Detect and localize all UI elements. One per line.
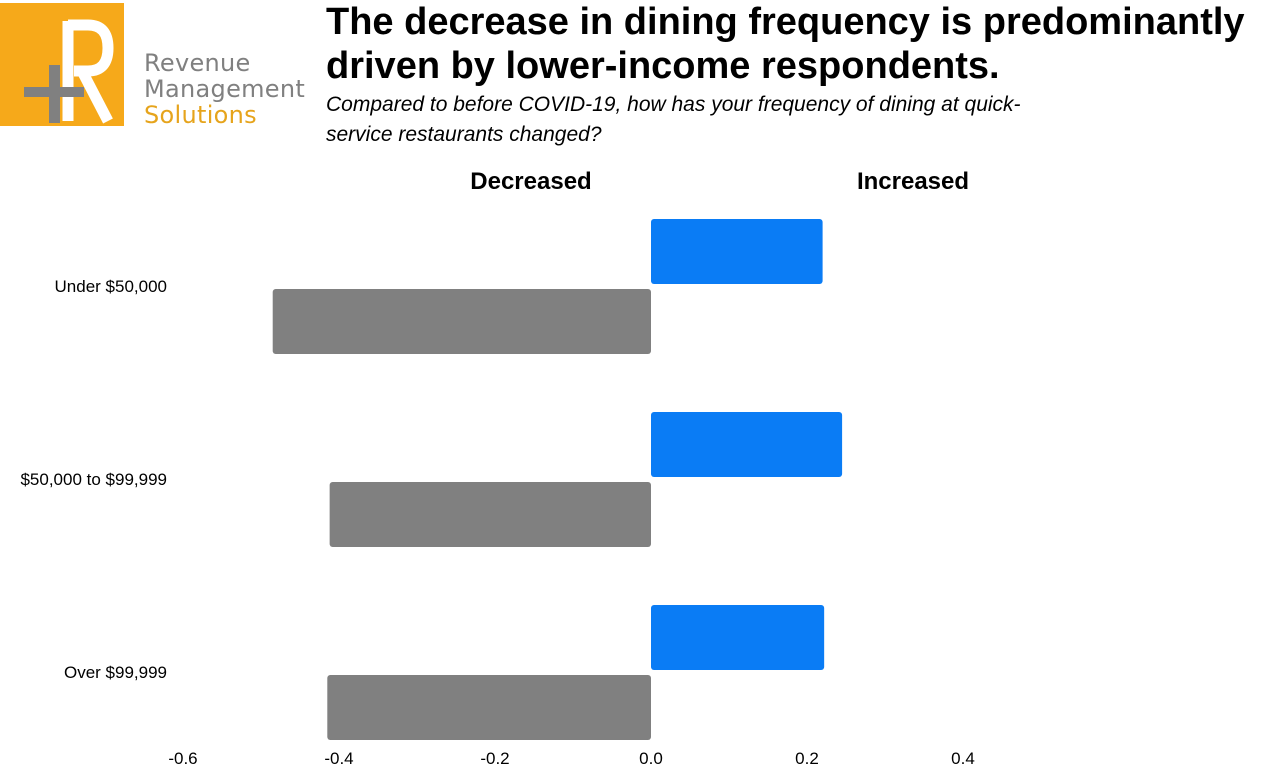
rplus-logo-icon: [24, 19, 114, 124]
x-tick-label-2: -0.2: [480, 749, 509, 767]
brand-logo-text: Revenue Management Solutions: [144, 50, 305, 128]
x-tick-label-0: -0.6: [168, 749, 197, 767]
category-label-1: $50,000 to $99,999: [20, 470, 167, 489]
logo-line-solutions: Solutions: [144, 101, 257, 129]
chart-title: The decrease in dining frequency is pred…: [326, 1, 1245, 87]
x-tick-label-5: 0.4: [951, 749, 975, 767]
panel-heading-decreased: Decreased: [470, 168, 592, 195]
panel-heading-increased: Increased: [856, 168, 970, 195]
logo-line-revenue: Revenue: [144, 49, 251, 77]
bar-decreased-2: [327, 675, 651, 740]
x-tick-label-1: -0.4: [324, 749, 353, 767]
logo-line-management: Management: [144, 75, 306, 103]
bar-decreased-0: [272, 289, 651, 354]
x-tick-label-4: 0.2: [795, 749, 819, 767]
brand-logo-mark: [0, 3, 124, 126]
bar-increased-0: [651, 219, 823, 284]
bar-decreased-1: [329, 482, 651, 547]
bar-increased-1: [651, 412, 843, 477]
category-label-0: Under $50,000: [55, 277, 167, 296]
category-label-2: Over $99,999: [64, 663, 167, 682]
bar-increased-2: [651, 605, 825, 670]
x-tick-label-3: 0.0: [639, 749, 663, 767]
chart-subtitle: Compared to before COVID-19, how has you…: [326, 93, 1021, 146]
